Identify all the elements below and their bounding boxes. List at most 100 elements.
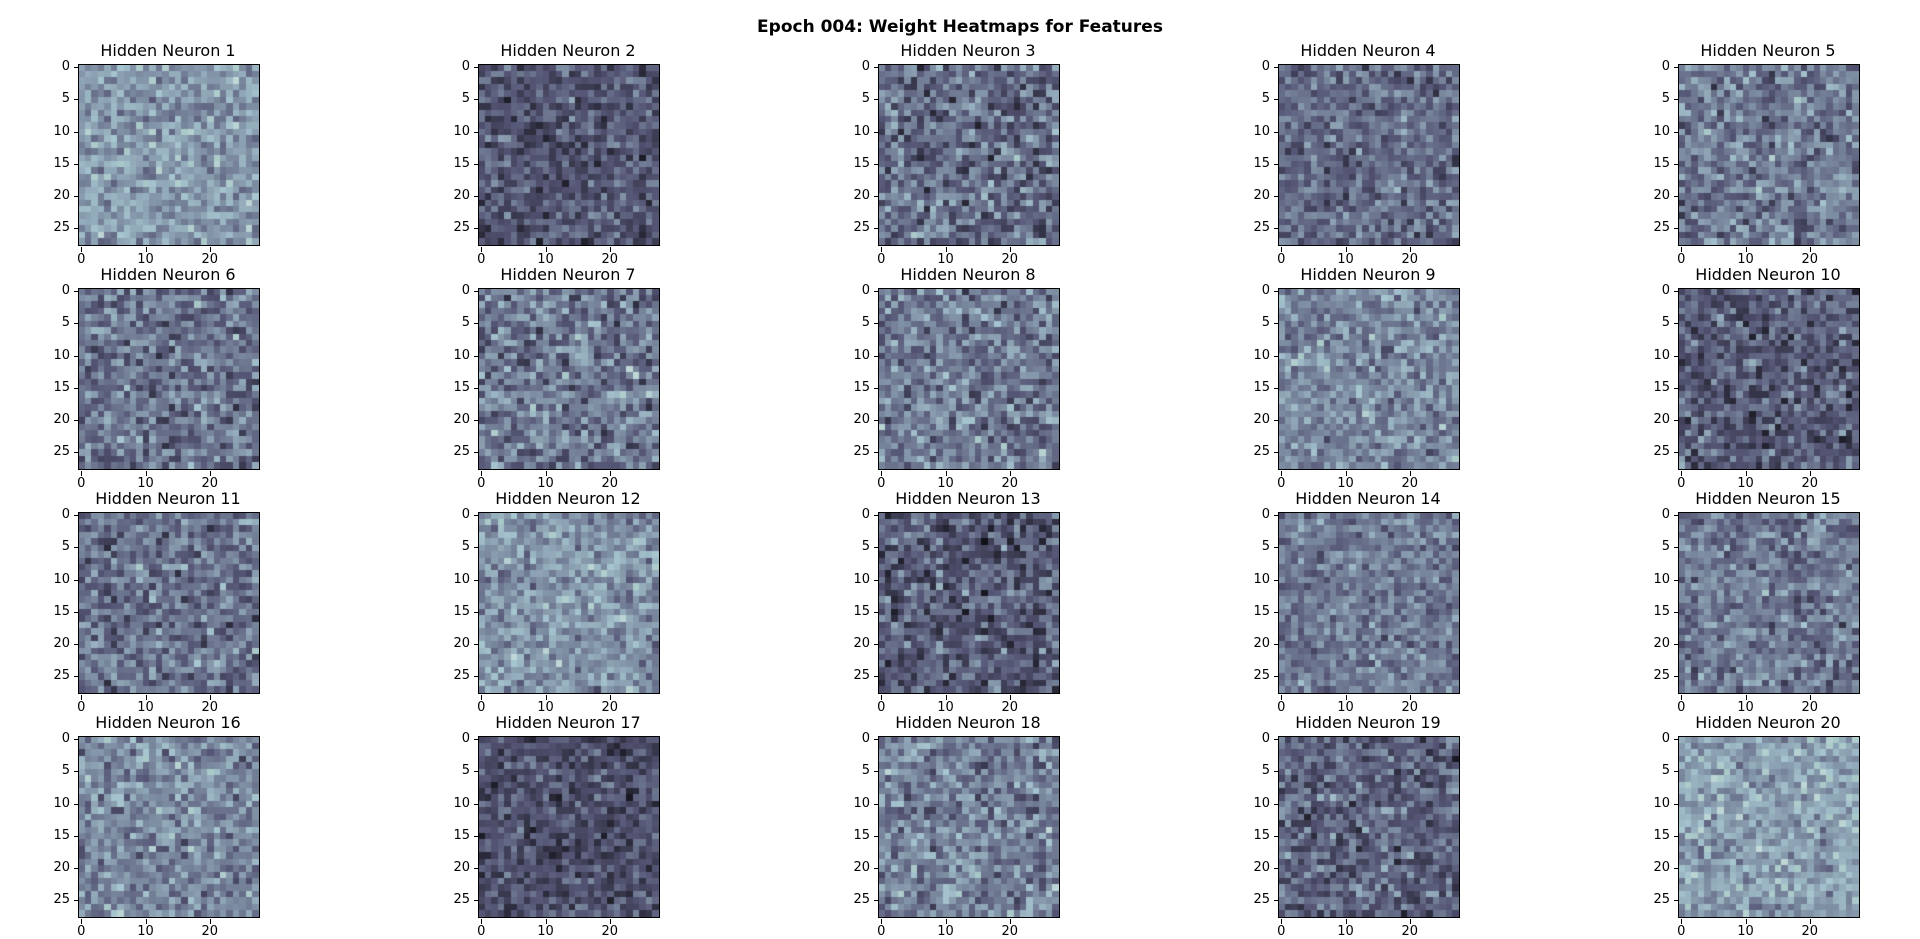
y-tick-label: 20 — [40, 188, 79, 203]
heatmap-frame — [478, 64, 660, 246]
y-tick-label: 0 — [840, 60, 879, 74]
panel-title: Hidden Neuron 20 — [1695, 713, 1841, 732]
y-tick-label: 0 — [440, 732, 479, 746]
y-tick-label: 15 — [1240, 156, 1279, 171]
heatmap-cells — [879, 513, 1059, 693]
y-tick-label: 0 — [1640, 60, 1679, 74]
heatmap-frame — [78, 736, 260, 918]
y-tick-label: 15 — [840, 604, 879, 619]
y-tick-label: 10 — [1240, 124, 1279, 139]
heatmap-panel: Hidden Neuron 11 0 5 10 15 20 25 0 10 20 — [28, 490, 278, 715]
x-tick-label: 20 — [1795, 695, 1825, 715]
heatmap-cells — [79, 65, 259, 245]
x-tick-label: 10 — [531, 471, 561, 491]
heatmap-panel: Hidden Neuron 20 0 5 10 15 20 25 0 10 20 — [1628, 714, 1878, 939]
x-tick-label: 20 — [595, 471, 625, 491]
x-tick-label: 10 — [1331, 695, 1361, 715]
x-tick-label: 0 — [866, 919, 896, 939]
y-tick-label: 10 — [1240, 572, 1279, 587]
heatmap-cells — [79, 289, 259, 469]
y-tick-label: 15 — [40, 828, 79, 843]
panel-title: Hidden Neuron 14 — [1295, 489, 1441, 508]
y-tick-label: 15 — [1240, 380, 1279, 395]
heatmap-panel: Hidden Neuron 12 0 5 10 15 20 25 0 10 20 — [428, 490, 678, 715]
y-tick-label: 25 — [840, 444, 879, 459]
x-tick-label: 0 — [866, 247, 896, 267]
y-tick-label: 5 — [1640, 92, 1679, 106]
x-tick-label: 10 — [931, 695, 961, 715]
x-tick-label: 20 — [995, 471, 1025, 491]
panel-title: Hidden Neuron 9 — [1300, 265, 1436, 284]
x-tick-label: 0 — [866, 695, 896, 715]
y-tick-label: 10 — [1640, 572, 1679, 587]
x-tick-label: 10 — [1731, 471, 1761, 491]
heatmap-cells — [879, 289, 1059, 469]
figure-title: Epoch 004: Weight Heatmaps for Features — [757, 17, 1163, 37]
y-tick-label: 0 — [40, 508, 79, 522]
y-tick-label: 0 — [840, 508, 879, 522]
heatmap-cells — [1279, 65, 1459, 245]
x-tick-label: 20 — [1795, 247, 1825, 267]
heatmap-panel: Hidden Neuron 7 0 5 10 15 20 25 0 10 20 — [428, 266, 678, 491]
x-tick-label: 20 — [1395, 247, 1425, 267]
heatmap-cells — [879, 737, 1059, 917]
x-tick-label: 20 — [995, 695, 1025, 715]
y-tick-label: 25 — [840, 892, 879, 907]
y-tick-label: 10 — [40, 348, 79, 363]
y-tick-label: 15 — [40, 604, 79, 619]
y-tick-label: 5 — [840, 540, 879, 554]
heatmap-frame — [478, 512, 660, 694]
y-tick-label: 0 — [440, 284, 479, 298]
x-tick-label: 0 — [1266, 695, 1296, 715]
y-tick-label: 15 — [840, 828, 879, 843]
x-tick-label: 20 — [995, 247, 1025, 267]
heatmap-panel: Hidden Neuron 15 0 5 10 15 20 25 0 10 20 — [1628, 490, 1878, 715]
y-tick-label: 20 — [840, 412, 879, 427]
heatmap-panel: Hidden Neuron 16 0 5 10 15 20 25 0 10 20 — [28, 714, 278, 939]
y-tick-label: 5 — [1240, 316, 1279, 330]
x-tick-label: 0 — [866, 471, 896, 491]
heatmap-frame — [478, 288, 660, 470]
heatmap-frame — [478, 736, 660, 918]
x-tick-label: 20 — [195, 919, 225, 939]
x-tick-label: 10 — [131, 247, 161, 267]
heatmap-panel: Hidden Neuron 5 0 5 10 15 20 25 0 10 20 — [1628, 42, 1878, 267]
y-tick-label: 15 — [1640, 604, 1679, 619]
y-tick-label: 20 — [1240, 860, 1279, 875]
heatmap-panel: Hidden Neuron 10 0 5 10 15 20 25 0 10 20 — [1628, 266, 1878, 491]
x-tick-label: 10 — [531, 919, 561, 939]
heatmap-frame — [78, 64, 260, 246]
y-tick-label: 15 — [40, 380, 79, 395]
x-tick-label: 20 — [195, 695, 225, 715]
y-tick-label: 15 — [1640, 828, 1679, 843]
heatmap-cells — [1279, 289, 1459, 469]
x-tick-label: 0 — [1666, 247, 1696, 267]
y-tick-label: 5 — [440, 316, 479, 330]
panel-title: Hidden Neuron 1 — [100, 41, 236, 60]
panel-title: Hidden Neuron 12 — [495, 489, 641, 508]
y-tick-label: 5 — [440, 92, 479, 106]
x-tick-label: 20 — [1395, 919, 1425, 939]
y-tick-label: 25 — [840, 668, 879, 683]
x-tick-label: 0 — [66, 919, 96, 939]
y-tick-label: 15 — [40, 156, 79, 171]
y-tick-label: 0 — [440, 60, 479, 74]
y-tick-label: 10 — [840, 348, 879, 363]
x-tick-label: 20 — [595, 919, 625, 939]
y-tick-label: 25 — [1640, 220, 1679, 235]
heatmap-cells — [1279, 737, 1459, 917]
y-tick-label: 10 — [40, 796, 79, 811]
y-tick-label: 20 — [1640, 188, 1679, 203]
x-tick-label: 10 — [1331, 247, 1361, 267]
heatmap-frame — [1278, 736, 1460, 918]
x-tick-label: 10 — [531, 695, 561, 715]
panel-title: Hidden Neuron 4 — [1300, 41, 1436, 60]
x-tick-label: 10 — [1731, 695, 1761, 715]
y-tick-label: 0 — [1640, 732, 1679, 746]
heatmap-panel: Hidden Neuron 2 0 5 10 15 20 25 0 10 20 — [428, 42, 678, 267]
x-tick-label: 20 — [595, 695, 625, 715]
heatmap-frame — [1278, 64, 1460, 246]
heatmap-cells — [79, 737, 259, 917]
panel-title: Hidden Neuron 11 — [95, 489, 241, 508]
y-tick-label: 10 — [1640, 796, 1679, 811]
